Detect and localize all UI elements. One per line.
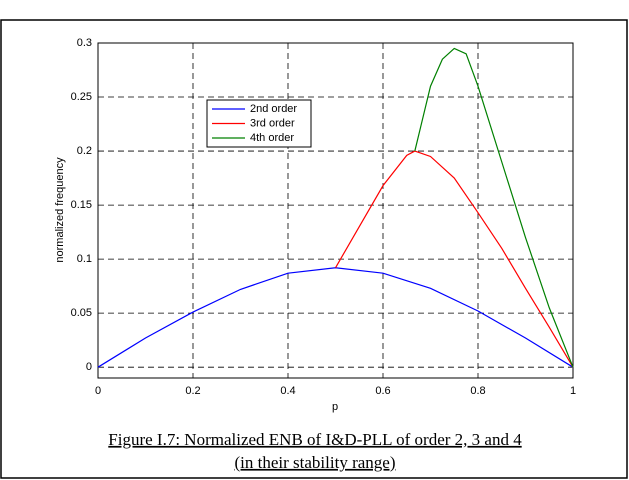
y-tick-label: 0.1 [77, 253, 92, 265]
axes-box [97, 42, 574, 379]
x-tick-label: 0.8 [470, 385, 485, 397]
y-tick-label: 0.2 [77, 145, 92, 157]
legend-box [206, 99, 312, 148]
frame [0, 19, 628, 479]
y-tick-label: 0.05 [71, 307, 92, 319]
line [334, 150, 574, 368]
x-tick-label: 0 [95, 385, 101, 397]
line [414, 47, 574, 368]
y-tick-label: 0.25 [71, 91, 92, 103]
y-tick-label: 0.3 [77, 37, 92, 49]
x-tick-label: 1 [570, 385, 576, 397]
y-tick-label: 0 [86, 361, 92, 373]
x-tick-label: 0.4 [280, 385, 295, 397]
legend-label: 4th order [250, 132, 294, 144]
legend-label: 2nd order [250, 103, 297, 115]
caption: (in their stability range) [235, 453, 396, 472]
x-tick-label: 0.2 [185, 385, 200, 397]
x-axis-label: p [332, 401, 338, 413]
y-tick-label: 0.15 [71, 199, 92, 211]
caption: Figure I.7: Normalized ENB of I&D-PLL of… [108, 430, 522, 449]
legend-label: 3rd order [250, 117, 295, 129]
x-tick-label: 0.6 [375, 385, 390, 397]
plot-area [98, 43, 573, 378]
y-axis-label: normalized frequency [54, 157, 66, 263]
